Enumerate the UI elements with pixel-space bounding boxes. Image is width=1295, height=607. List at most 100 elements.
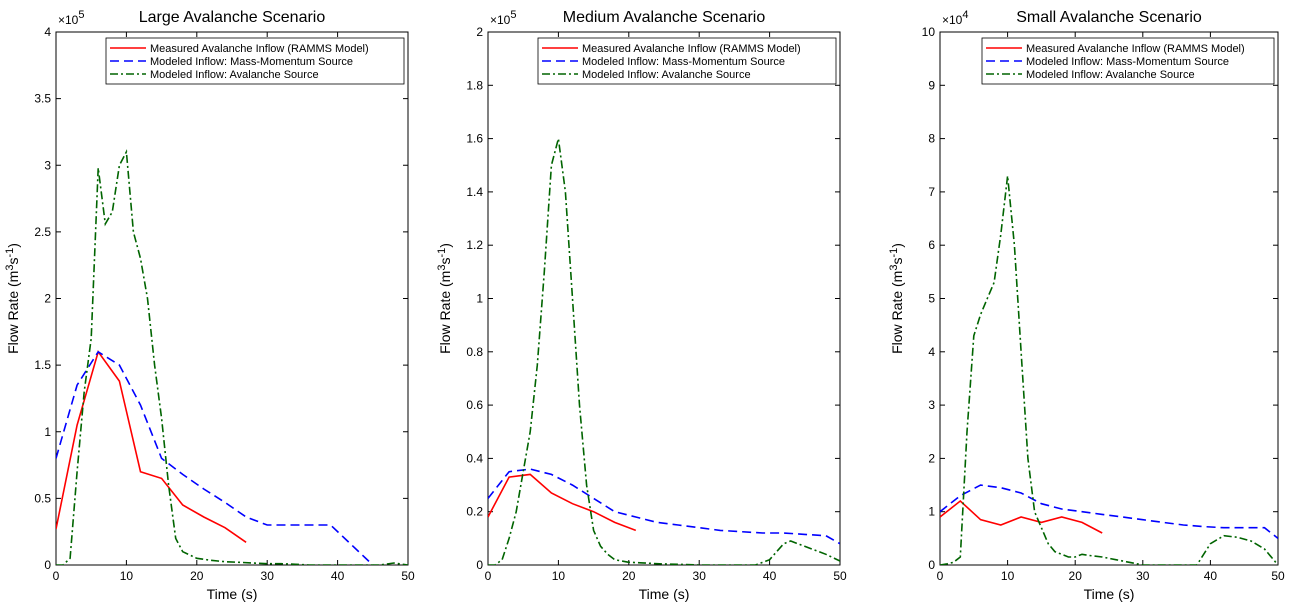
x-axis-label: Time (s) xyxy=(207,586,258,602)
y-axis-label-part: ) xyxy=(5,243,21,248)
series-line-1 xyxy=(940,484,1278,540)
y-tick-label: 1 xyxy=(44,425,51,439)
y-axis-label-part: Flow Rate (m xyxy=(437,271,453,354)
y-tick-label: 10 xyxy=(922,25,936,39)
x-tick-label: 30 xyxy=(1136,569,1150,583)
y-tick-label: 0 xyxy=(928,558,935,572)
y-tick-label: 1.6 xyxy=(466,132,483,146)
series-line-0 xyxy=(940,499,1103,534)
x-tick-label: 30 xyxy=(261,569,275,583)
y-tick-label: 2 xyxy=(44,292,51,306)
y-tick-label: 1.5 xyxy=(34,358,51,372)
x-tick-label: 20 xyxy=(190,569,204,583)
series-line-2 xyxy=(488,138,840,565)
y-tick-label: 8 xyxy=(928,132,935,146)
y-tick-label: 2 xyxy=(928,451,935,465)
x-tick-label: 20 xyxy=(1069,569,1083,583)
legend-entry-2: Modeled Inflow: Avalanche Source xyxy=(1026,69,1195,81)
y-exponent-power: 5 xyxy=(78,9,84,21)
legend-entry-2: Modeled Inflow: Avalanche Source xyxy=(150,69,319,81)
y-exponent: ×104 xyxy=(942,9,968,27)
y-exponent-power: 5 xyxy=(510,9,516,21)
y-tick-label: 1.4 xyxy=(466,185,483,199)
y-exponent-base: ×10 xyxy=(490,13,511,27)
y-axis-label-part: -1 xyxy=(436,248,448,258)
chart-title: Small Avalanche Scenario xyxy=(1016,9,1202,26)
x-tick-label: 30 xyxy=(693,569,707,583)
y-tick-label: 0 xyxy=(476,558,483,572)
y-axis-label: Flow Rate (m3s-1) xyxy=(888,243,905,354)
y-axis-label-part: s xyxy=(437,258,453,265)
plot-area xyxy=(939,31,1279,566)
legend-box xyxy=(981,37,1275,85)
x-tick-label: 20 xyxy=(622,569,636,583)
y-tick-label: 0.5 xyxy=(34,491,51,505)
y-axis-label-part: 3 xyxy=(4,265,16,271)
y-tick-label: 3.5 xyxy=(34,92,51,106)
x-tick-label: 0 xyxy=(485,569,492,583)
series-line-1 xyxy=(488,468,840,545)
y-exponent: ×105 xyxy=(58,9,84,27)
series-line-0 xyxy=(56,350,247,543)
y-axis-label-part: ) xyxy=(889,243,905,248)
x-tick-label: 50 xyxy=(833,569,847,583)
y-axis-label: Flow Rate (m3s-1) xyxy=(4,243,21,354)
x-tick-label: 40 xyxy=(331,569,345,583)
y-tick-label: 0.8 xyxy=(466,345,483,359)
chart-title: Medium Avalanche Scenario xyxy=(563,9,766,26)
y-tick-label: 4 xyxy=(44,25,51,39)
y-axis-label-part: ) xyxy=(437,243,453,248)
y-tick-label: 2.5 xyxy=(34,225,51,239)
x-tick-label: 50 xyxy=(1271,569,1285,583)
legend-entry-0: Measured Avalanche Inflow (RAMMS Model) xyxy=(582,43,801,55)
x-tick-label: 40 xyxy=(1204,569,1218,583)
y-tick-label: 5 xyxy=(928,292,935,306)
legend-entry-1: Modeled Inflow: Mass-Momentum Source xyxy=(1026,56,1229,68)
legend-box xyxy=(105,37,405,85)
x-tick-label: 50 xyxy=(401,569,415,583)
y-axis-label-part: -1 xyxy=(4,248,16,258)
x-tick-label: 10 xyxy=(1001,569,1015,583)
legend-entry-1: Modeled Inflow: Mass-Momentum Source xyxy=(150,56,353,68)
y-tick-label: 4 xyxy=(928,345,935,359)
y-tick-label: 9 xyxy=(928,78,935,92)
y-tick-label: 0 xyxy=(44,558,51,572)
y-exponent: ×105 xyxy=(490,9,516,27)
y-tick-label: 3 xyxy=(44,158,51,172)
x-axis-label: Time (s) xyxy=(1084,586,1135,602)
y-exponent-base: ×10 xyxy=(942,13,963,27)
legend-entry-2: Modeled Inflow: Avalanche Source xyxy=(582,69,751,81)
series-line-2 xyxy=(56,149,408,565)
y-tick-label: 6 xyxy=(928,238,935,252)
chart-1: 0 10 20 30 40 50 0 0.2 0.4 0.6 0.8 1 1.2 1.4 1.6 1.8 2 ×1… xyxy=(436,9,847,602)
x-axis-label: Time (s) xyxy=(639,586,690,602)
y-axis-label-part: Flow Rate (m xyxy=(5,271,21,354)
y-tick-label: 7 xyxy=(928,185,935,199)
legend-entry-0: Measured Avalanche Inflow (RAMMS Model) xyxy=(150,43,369,55)
plot-area xyxy=(55,31,409,566)
y-tick-label: 0.6 xyxy=(466,398,483,412)
series-line-0 xyxy=(488,473,637,532)
x-tick-label: 0 xyxy=(53,569,60,583)
y-tick-label: 2 xyxy=(476,25,483,39)
series-line-1 xyxy=(56,350,374,565)
y-tick-label: 0.2 xyxy=(466,505,483,519)
y-tick-label: 1 xyxy=(928,505,935,519)
chart-title: Large Avalanche Scenario xyxy=(139,9,326,26)
chart-0: 0 10 20 30 40 50 0 0.5 1 1.5 2 2.5 3 3.5 4 ×105 Large Av… xyxy=(4,9,415,602)
y-axis-label-part: 3 xyxy=(436,265,448,271)
y-axis-label-part: -1 xyxy=(888,248,900,258)
y-tick-label: 3 xyxy=(928,398,935,412)
y-axis-label-part: Flow Rate (m xyxy=(889,271,905,354)
y-tick-label: 1.2 xyxy=(466,238,483,252)
y-axis-label-part: 3 xyxy=(888,265,900,271)
x-tick-label: 10 xyxy=(120,569,134,583)
legend-entry-0: Measured Avalanche Inflow (RAMMS Model) xyxy=(1026,43,1245,55)
y-axis-label: Flow Rate (m3s-1) xyxy=(436,243,453,354)
y-tick-label: 0.4 xyxy=(466,451,483,465)
y-exponent-base: ×10 xyxy=(58,13,79,27)
legend-entry-1: Modeled Inflow: Mass-Momentum Source xyxy=(582,56,785,68)
y-exponent-power: 4 xyxy=(962,9,968,21)
